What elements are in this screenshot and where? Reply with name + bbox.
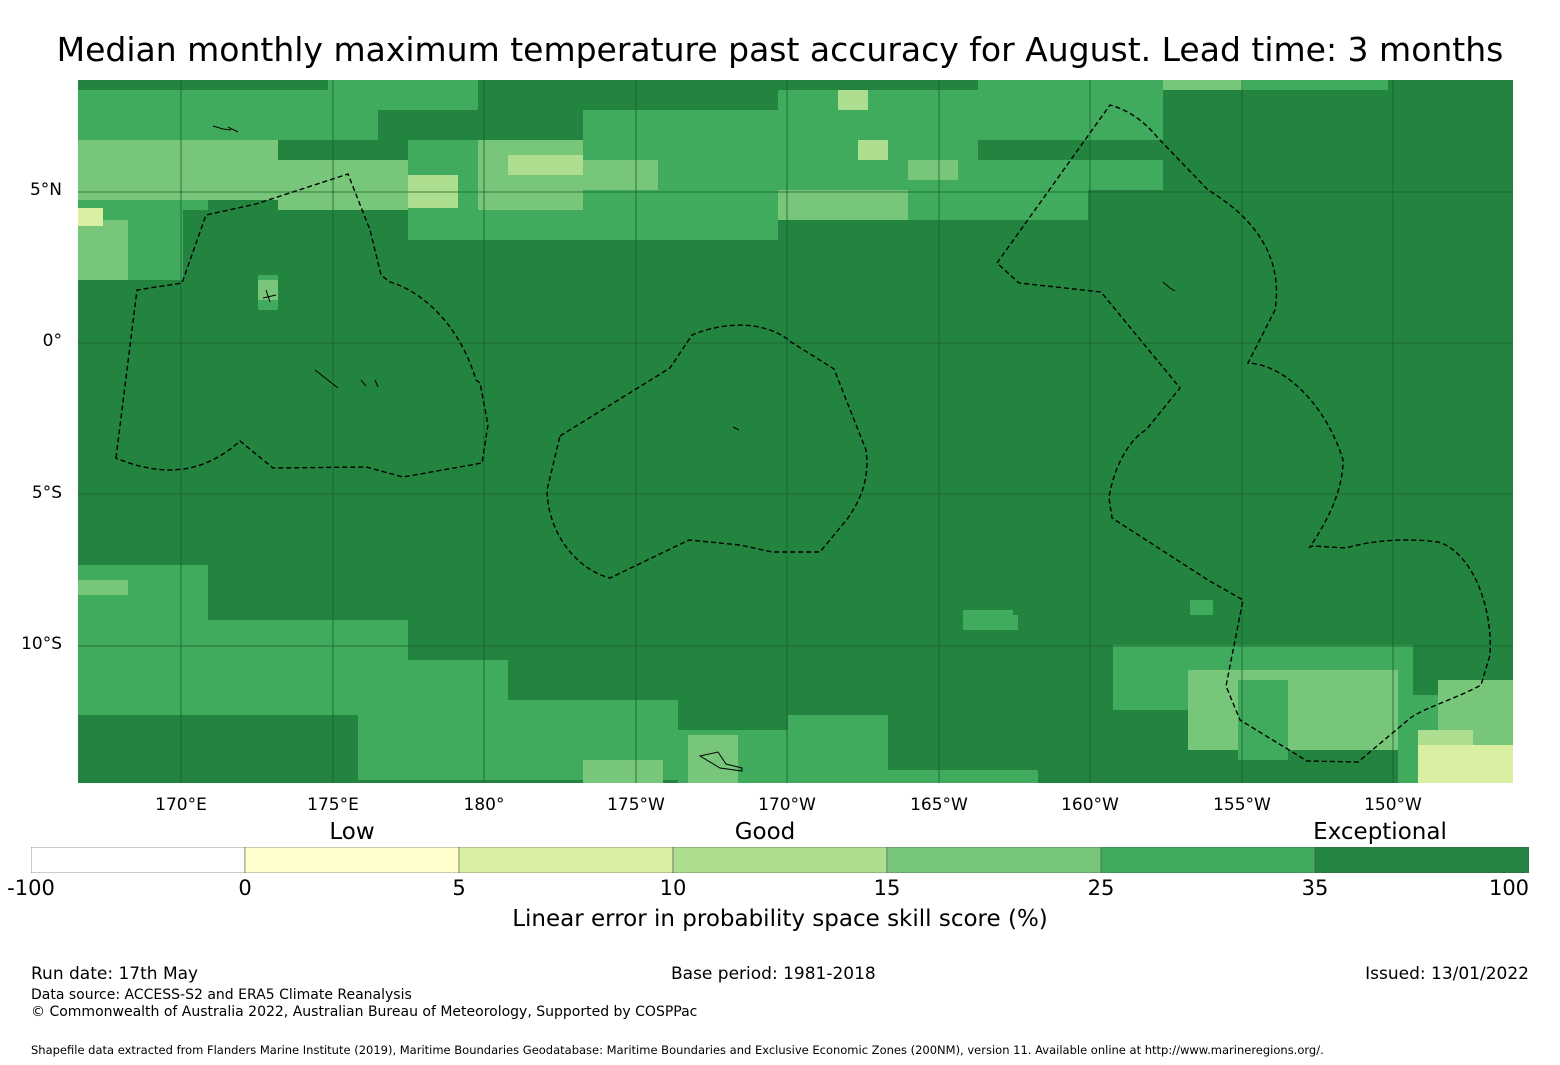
lon-label-170e: 170°E — [155, 795, 207, 815]
lon-label-165w: 165°W — [910, 795, 968, 815]
skill-cell — [208, 645, 358, 680]
colorbar-tick: 25 — [1087, 876, 1115, 900]
colorbar-segment — [886, 847, 1102, 873]
skill-cell — [78, 220, 128, 280]
shapefile-credit: Shapefile data extracted from Flanders M… — [31, 1043, 1324, 1057]
colorbar-segment — [458, 847, 674, 873]
lon-label-170w: 170°W — [758, 795, 816, 815]
coastline-atoll-1 — [314, 369, 339, 389]
lat-label-5n: 5°N — [29, 180, 62, 200]
colorbar — [31, 847, 1529, 873]
lon-label-155w: 155°W — [1213, 795, 1271, 815]
skill-cell — [258, 280, 278, 300]
skill-cell — [1088, 160, 1163, 190]
skill-map — [78, 80, 1513, 783]
skill-cell — [978, 80, 1163, 140]
legend-category-good: Good — [734, 819, 796, 845]
skill-cell — [583, 160, 658, 190]
coastline-christmas-island — [1162, 281, 1176, 292]
skill-cell — [908, 160, 958, 180]
coastline-atoll-4 — [212, 125, 239, 133]
colorbar-segment — [244, 847, 460, 873]
coastline-samoa — [698, 751, 743, 772]
coastlines — [212, 125, 1176, 772]
coastline-atoll-3 — [732, 426, 740, 431]
eez-boundary-kiribati-gilbert — [115, 173, 489, 478]
skill-cell — [508, 155, 583, 175]
lon-label-150w: 150°W — [1364, 795, 1422, 815]
skill-cell — [78, 208, 103, 226]
colorbar-tick: 5 — [452, 876, 466, 900]
skill-cell — [838, 90, 868, 110]
issued-date: Issued: 13/01/2022 — [1365, 964, 1529, 984]
colorbar-segment — [1100, 847, 1316, 873]
coastline-atoll-2 — [360, 379, 379, 388]
colorbar-tick: -100 — [7, 876, 55, 900]
skill-cell — [1188, 670, 1398, 750]
skill-cell — [583, 760, 663, 783]
lon-label-175w: 175°W — [607, 795, 665, 815]
skill-cell — [1163, 80, 1238, 90]
colorbar-segment — [672, 847, 888, 873]
skill-cell — [1218, 80, 1243, 90]
lon-label-180: 180° — [463, 795, 505, 815]
legend-category-exceptional: Exceptional — [1313, 819, 1447, 845]
run-date: Run date: 17th May — [31, 964, 199, 984]
skill-cell — [1418, 745, 1513, 783]
colorbar-segment — [31, 847, 246, 873]
colorbar-tick: 15 — [873, 876, 901, 900]
coastline-tarawa — [262, 289, 277, 303]
skill-patches — [78, 80, 1513, 783]
skill-cell — [1238, 680, 1288, 760]
lat-label-10s: 10°S — [21, 634, 62, 654]
legend-category-low: Low — [329, 819, 375, 845]
lon-label-160w: 160°W — [1061, 795, 1119, 815]
colorbar-tick: 0 — [238, 876, 252, 900]
skill-cell — [408, 175, 458, 208]
colorbar-tick: 100 — [1488, 876, 1530, 900]
colorbar-title: Linear error in probability space skill … — [512, 906, 1048, 932]
map-gridlines — [78, 80, 1513, 783]
skill-cell — [358, 660, 508, 780]
skill-cell — [78, 140, 278, 200]
lat-label-5s: 5°S — [31, 483, 62, 503]
colorbar-tick: 35 — [1301, 876, 1329, 900]
eez-boundary-tokelau — [546, 324, 868, 579]
skill-cell — [78, 580, 128, 595]
chart-title: Median monthly maximum temperature past … — [56, 30, 1504, 69]
skill-cell — [963, 615, 1018, 630]
skill-cell — [858, 140, 888, 160]
data-source: Data source: ACCESS-S2 and ERA5 Climate … — [31, 987, 412, 1003]
skill-cell — [688, 735, 738, 783]
skill-cell — [1190, 600, 1213, 615]
lon-label-175e: 175°E — [307, 795, 359, 815]
colorbar-tick: 10 — [659, 876, 687, 900]
skill-cell — [1163, 80, 1388, 90]
colorbar-segment — [1314, 847, 1529, 873]
skill-cell — [788, 715, 813, 735]
skill-cell — [328, 80, 478, 110]
copyright: © Commonwealth of Australia 2022, Austra… — [31, 1004, 698, 1020]
base-period: Base period: 1981-2018 — [671, 964, 876, 984]
skill-cell — [278, 160, 408, 210]
skill-cell — [888, 770, 1038, 783]
eez-boundaries — [115, 104, 1491, 763]
lat-label-0: 0° — [42, 331, 62, 351]
